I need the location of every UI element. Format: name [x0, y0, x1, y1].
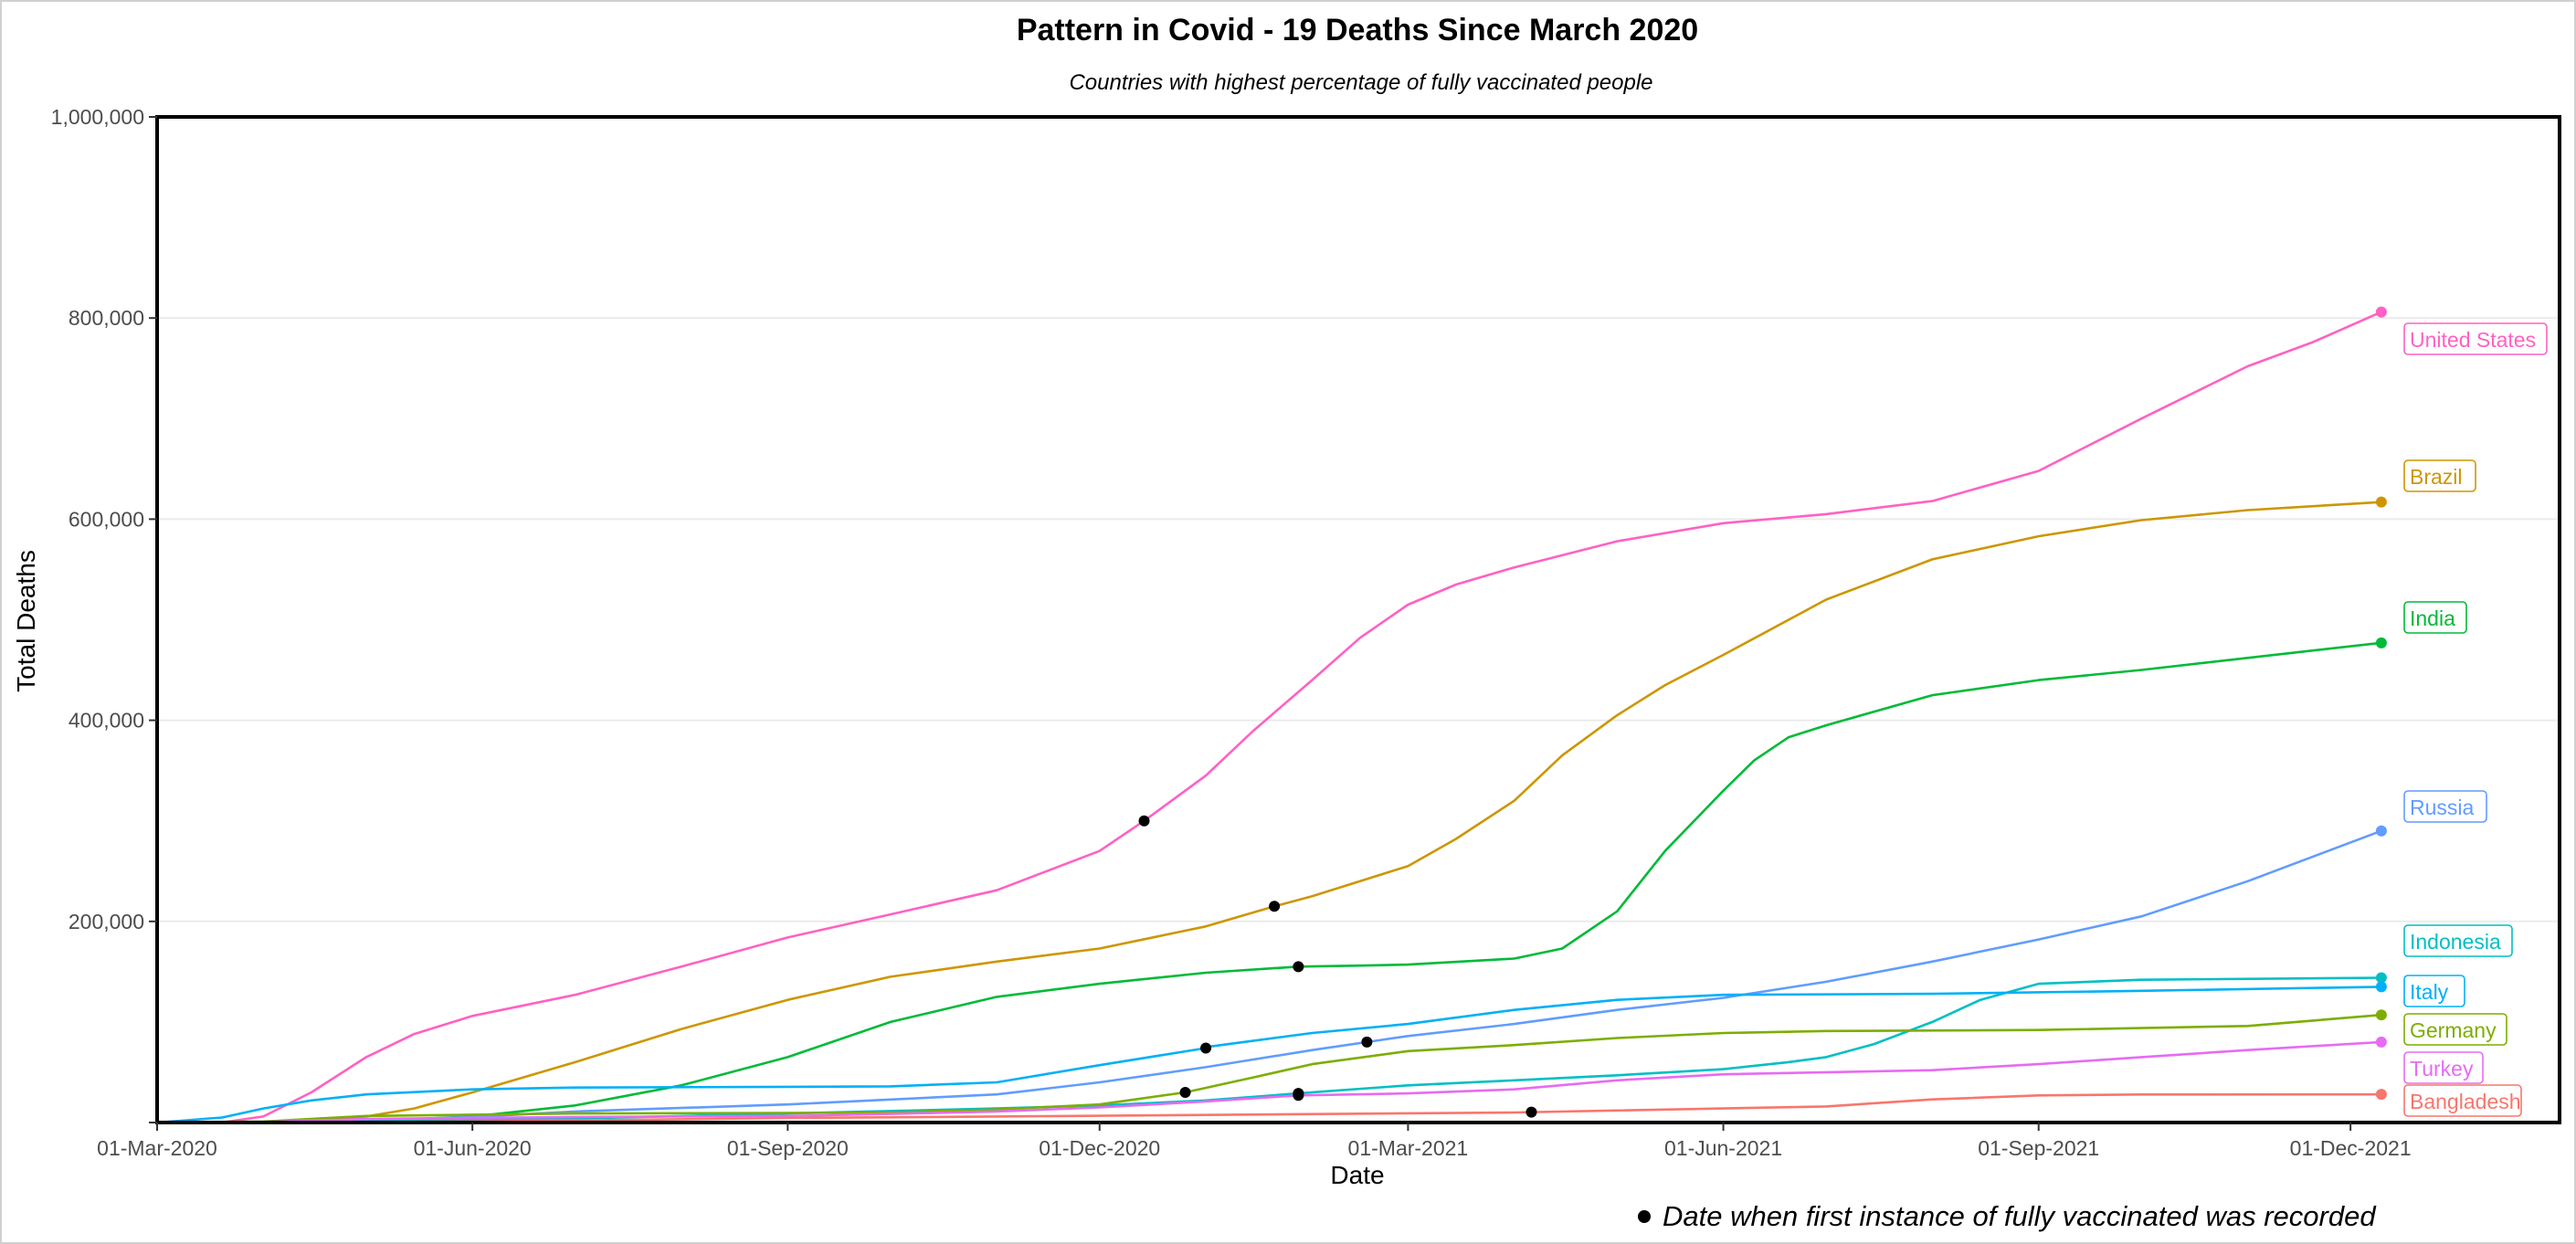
gridlines	[157, 116, 2560, 1123]
series-label: Germany	[2410, 1018, 2497, 1042]
series-line	[156, 1040, 2381, 1124]
y-axis-ticks: 200,000 400,000 600,000 800,000 1,000,000	[51, 105, 157, 1123]
series-line	[156, 829, 2382, 1124]
vaccination-marker	[1138, 815, 1150, 827]
chart-subtitle: Countries with highest percentage of ful…	[1069, 70, 1652, 95]
x-tick-label: 01-Dec-2020	[1039, 1136, 1160, 1160]
series-label-box	[2403, 459, 2476, 492]
series-end-point	[2375, 306, 2387, 318]
vaccination-marker	[1526, 1106, 1537, 1118]
series-line	[156, 641, 2382, 1124]
x-tick-label: 01-Mar-2021	[1348, 1136, 1469, 1160]
x-tick-label: 01-Sep-2021	[1978, 1136, 2099, 1160]
x-tick-label: 01-Dec-2021	[2290, 1136, 2412, 1160]
series-line	[156, 986, 2381, 1124]
series-end-point	[2375, 825, 2387, 837]
series-label: Turkey	[2410, 1057, 2474, 1081]
x-tick-label: 01-Jun-2020	[414, 1136, 532, 1160]
series-lines	[156, 306, 2387, 1124]
series-label-box	[2403, 1084, 2522, 1117]
x-tick-label: 01-Mar-2020	[97, 1136, 217, 1160]
annotation-marker	[1638, 1210, 1651, 1223]
series-label-box	[2403, 601, 2467, 634]
vaccination-marker	[1200, 1042, 1212, 1054]
series-label-box	[2403, 322, 2548, 355]
vaccination-marker	[1293, 961, 1304, 973]
series-label: India	[2410, 606, 2455, 630]
x-axis-title: Date	[1330, 1161, 1384, 1189]
series-end-point	[2375, 981, 2387, 993]
y-tick-label: 600,000	[69, 507, 144, 531]
plot-frame	[155, 115, 2561, 1124]
series-label: Italy	[2410, 980, 2449, 1004]
series-line	[156, 501, 2381, 1124]
vaccination-marker	[1179, 1086, 1191, 1098]
series-label: Indonesia	[2410, 930, 2501, 954]
series-label: United States	[2410, 328, 2536, 352]
vaccination-marker	[1293, 1090, 1304, 1102]
series-label: Russia	[2410, 796, 2475, 819]
y-tick-label: 200,000	[69, 910, 144, 933]
vaccination-marker	[1269, 901, 1281, 912]
x-tick-label: 01-Sep-2020	[727, 1136, 849, 1160]
series-label-box	[2403, 1051, 2484, 1084]
series-label: Brazil	[2410, 465, 2463, 489]
series-end-point	[2375, 1036, 2387, 1048]
x-tick-label: 01-Jun-2021	[1664, 1136, 1782, 1160]
y-axis-title: Total Deaths	[12, 550, 40, 692]
annotation-caption: Date when first instance of fully vaccin…	[1663, 1200, 2377, 1232]
chart-title: Pattern in Covid - 19 Deaths Since March…	[1017, 13, 1698, 47]
y-tick-label: 800,000	[69, 306, 144, 330]
series-end-point	[2375, 1089, 2387, 1101]
series-labels: United States Brazil India Russia Indonesia I…	[1138, 322, 2548, 1118]
series-label-box	[2403, 975, 2465, 1007]
series-line	[156, 1092, 2381, 1124]
series-label: Bangladesh	[2410, 1090, 2521, 1113]
vaccination-marker	[1361, 1036, 1373, 1048]
x-axis-ticks: 01-Mar-2020 01-Jun-2020 01-Sep-2020 01-Dec-…	[97, 1123, 2412, 1160]
y-tick-label: 400,000	[69, 709, 144, 733]
y-tick-label: 1,000,000	[51, 105, 144, 129]
series-end-point	[2375, 1009, 2387, 1021]
series-label-box	[2403, 1013, 2507, 1046]
series-label-box	[2403, 924, 2513, 957]
series-end-point	[2375, 496, 2387, 508]
series-line	[156, 1013, 2382, 1124]
series-line	[156, 976, 2381, 1124]
series-end-point	[2375, 972, 2387, 984]
series-end-point	[2375, 637, 2387, 648]
series-line	[156, 311, 2382, 1124]
series-label-box	[2403, 790, 2487, 823]
